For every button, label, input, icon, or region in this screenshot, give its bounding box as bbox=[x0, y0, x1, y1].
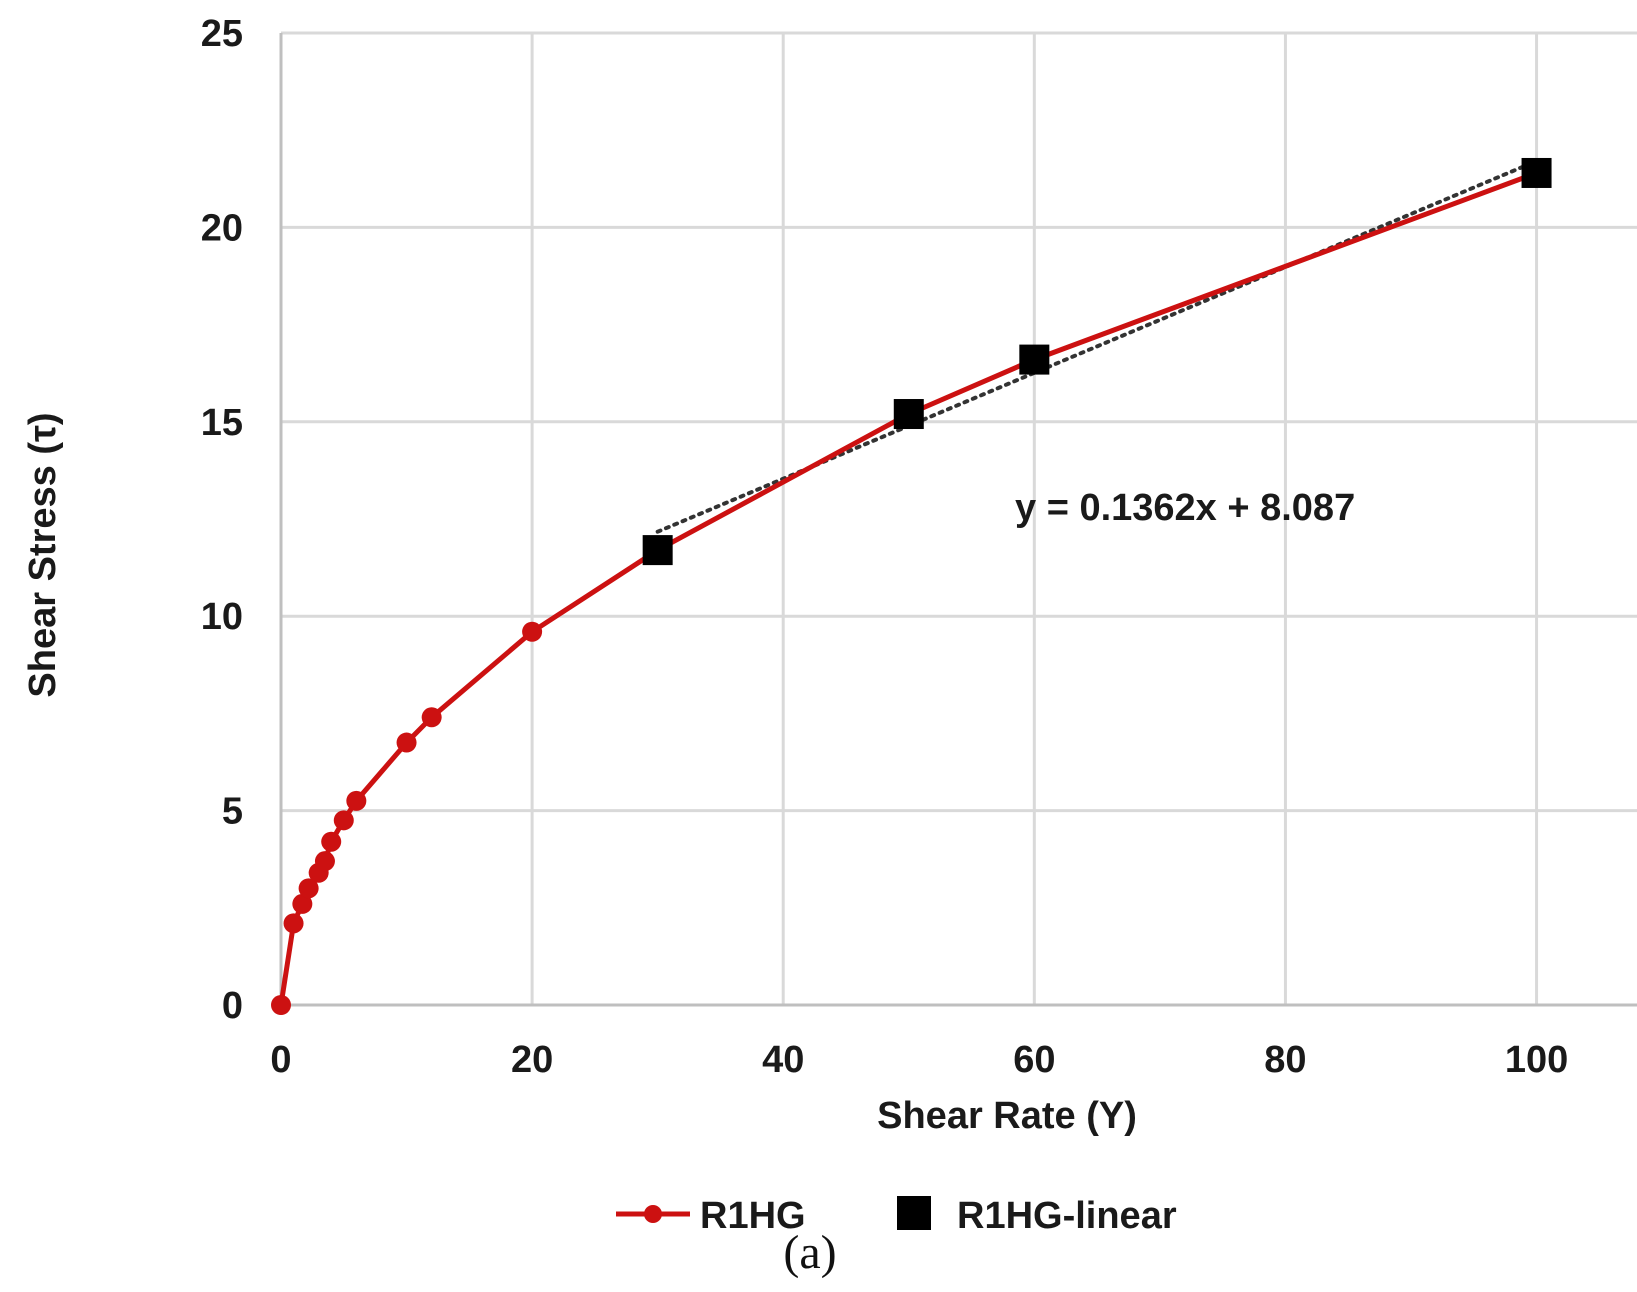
x-tick-label: 20 bbox=[511, 1039, 553, 1081]
series-r1hg-point bbox=[271, 995, 291, 1015]
legend-r1hg-linear-label: R1HG-linear bbox=[957, 1195, 1177, 1237]
y-tick-label: 20 bbox=[201, 207, 243, 249]
series-r1hg-point bbox=[298, 878, 319, 899]
series-r1hg-point bbox=[314, 851, 335, 872]
series-r1hg-line bbox=[278, 170, 1538, 1006]
trendline-equation: y = 0.1362x + 8.087 bbox=[1015, 487, 1355, 529]
series-r1hg-point bbox=[292, 893, 313, 914]
series-r1hg-linear-point bbox=[1521, 157, 1552, 188]
y-tick-label: 5 bbox=[222, 791, 243, 833]
legend-r1hg-marker bbox=[644, 1205, 662, 1223]
y-axis-title: Shear Stress (τ) bbox=[22, 412, 64, 697]
trendline-line bbox=[655, 159, 1539, 534]
x-axis-title: Shear Rate (Υ) bbox=[877, 1095, 1137, 1137]
series-r1hg-linear-point bbox=[893, 399, 924, 430]
series-r1hg-point bbox=[333, 810, 354, 831]
trendline bbox=[655, 159, 1539, 534]
series bbox=[271, 157, 1552, 1015]
y-tick-label: 15 bbox=[201, 402, 243, 444]
series-r1hg-point bbox=[522, 621, 543, 642]
legend: R1HG R1HG-linear bbox=[616, 1195, 1177, 1237]
legend-r1hg-linear-marker bbox=[897, 1196, 931, 1230]
series-r1hg-point bbox=[346, 790, 367, 811]
series-r1hg-point bbox=[396, 732, 417, 753]
series-r1hg-point bbox=[421, 707, 442, 728]
y-tick-label: 25 bbox=[201, 13, 243, 55]
y-tick-label: 10 bbox=[201, 596, 243, 638]
tick-labels: 0 5 10 15 20 25 0 20 40 60 80 100 bbox=[201, 13, 1569, 1081]
figure-caption: (a) bbox=[783, 1226, 836, 1279]
series-r1hg-linear-point bbox=[642, 535, 673, 566]
axes bbox=[279, 33, 1637, 1007]
x-tick-label: 40 bbox=[762, 1039, 804, 1081]
x-tick-label: 100 bbox=[1505, 1039, 1568, 1081]
grid bbox=[281, 31, 1637, 1005]
series-r1hg-linear-point bbox=[1019, 344, 1050, 375]
series-r1hg-point bbox=[321, 831, 342, 852]
x-tick-label: 0 bbox=[270, 1039, 291, 1081]
series-r1hg-point bbox=[283, 913, 304, 934]
x-tick-label: 80 bbox=[1264, 1039, 1306, 1081]
x-tick-label: 60 bbox=[1013, 1039, 1055, 1081]
legend-r1hg-label: R1HG bbox=[700, 1195, 806, 1237]
y-tick-label: 0 bbox=[222, 985, 243, 1027]
